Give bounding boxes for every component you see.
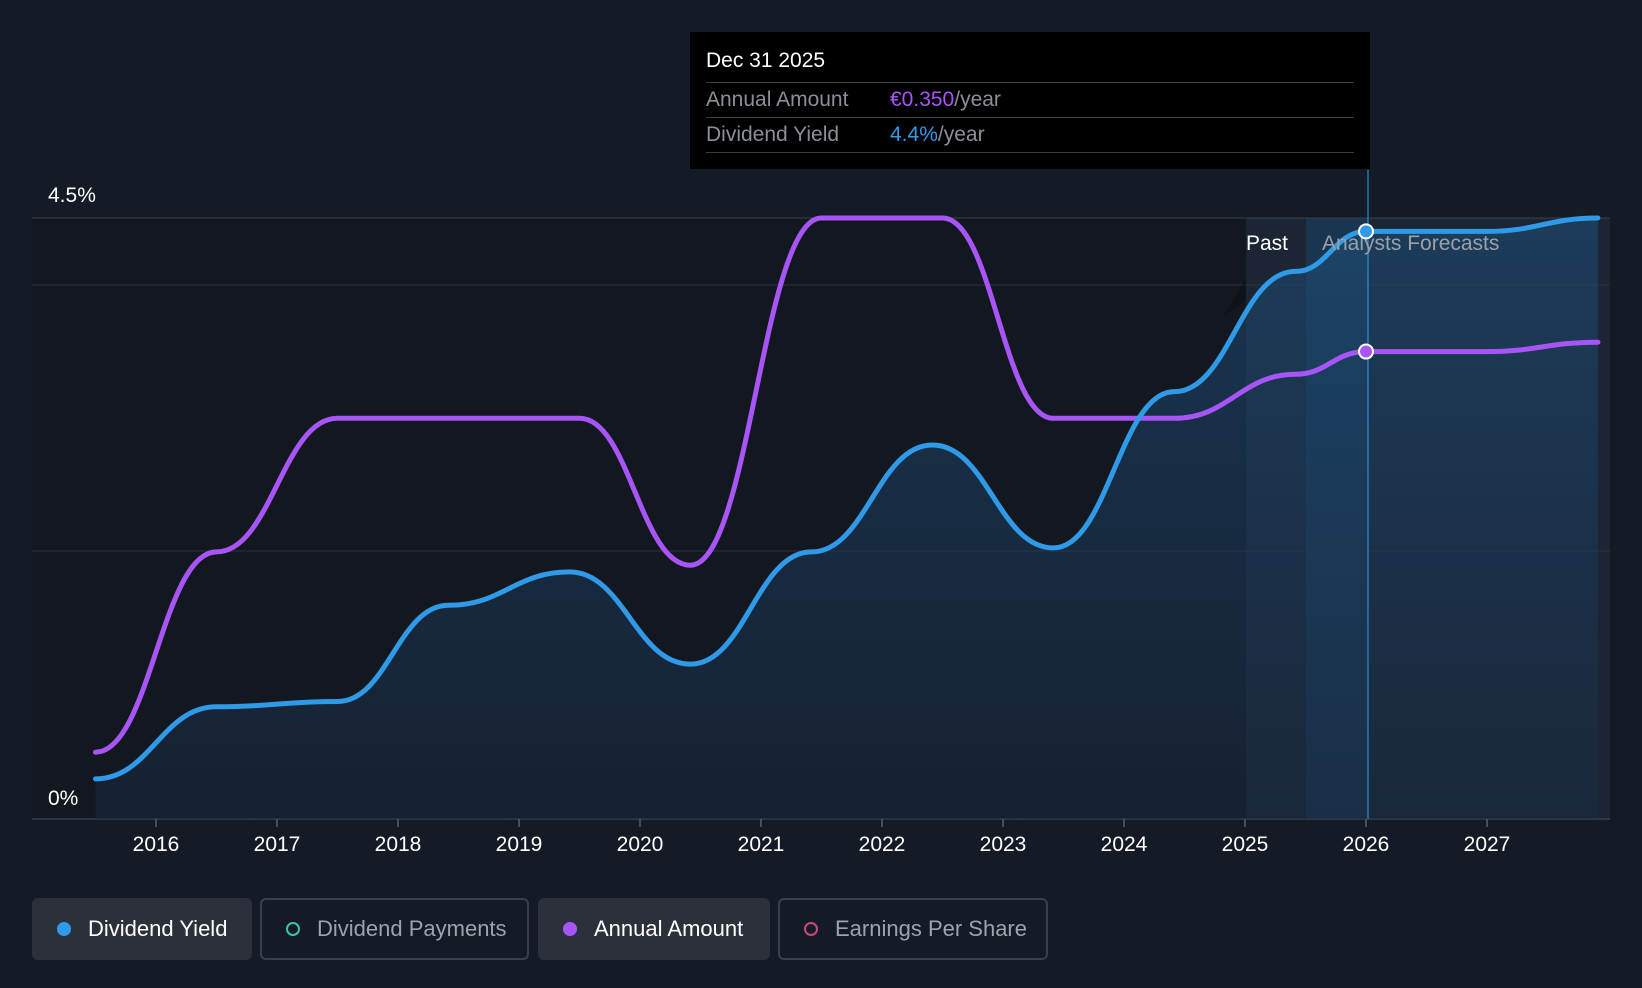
legend-annual-amount[interactable]: Annual Amount — [538, 898, 770, 960]
annual-amount-line — [93, 215, 1601, 755]
y-axis: 0% 4.5% — [48, 184, 96, 810]
dividend-yield-marker — [1358, 223, 1374, 240]
x-tick-label: 2024 — [1101, 833, 1148, 856]
past-fade — [1222, 268, 1246, 318]
x-tick-label: 2026 — [1343, 833, 1390, 856]
x-tick-label: 2019 — [496, 833, 543, 856]
tooltip-suffix: /year — [937, 123, 985, 146]
tooltip-row-dividend-yield: Dividend Yield 4.4%/year — [706, 117, 1354, 153]
legend-earnings-per-share[interactable]: Earnings Per Share — [778, 898, 1048, 960]
legend-dividend-payments[interactable]: Dividend Payments — [260, 898, 529, 960]
y-tick-label: 4.5% — [48, 184, 96, 207]
forecast-label: Analysts Forecasts — [1322, 232, 1499, 255]
hollow-dot-icon — [804, 922, 818, 936]
x-tick-label: 2023 — [980, 833, 1027, 856]
y-tick-label: 0% — [48, 787, 78, 810]
x-tick-label: 2017 — [254, 833, 301, 856]
legend-label: Annual Amount — [594, 916, 744, 941]
tooltip-date: Dec 31 2025 — [706, 49, 826, 72]
legend-label: Earnings Per Share — [835, 916, 1027, 941]
x-tick-label: 2020 — [617, 833, 664, 856]
annual-amount-marker — [1358, 343, 1374, 360]
past-label: Past — [1246, 232, 1288, 255]
x-tick-label: 2022 — [859, 833, 906, 856]
x-tick-label: 2025 — [1222, 833, 1269, 856]
tooltip-value: €0.350 — [890, 88, 955, 111]
legend-label: Dividend Yield — [88, 916, 228, 941]
legend-dividend-yield[interactable]: Dividend Yield — [32, 898, 252, 960]
filled-dot-icon — [563, 922, 577, 936]
x-tick-label: 2027 — [1464, 833, 1511, 856]
tooltip-label: Annual Amount — [706, 88, 849, 111]
x-tick-label: 2016 — [133, 833, 180, 856]
x-tick-label: 2021 — [738, 833, 785, 856]
tooltip-label: Dividend Yield — [706, 123, 840, 146]
legend-label: Dividend Payments — [317, 916, 507, 941]
tooltip-value: 4.4% — [890, 123, 938, 146]
x-axis: 2016 2017 2018 2019 2020 2021 2022 2023 2024 2025… — [133, 819, 1511, 856]
filled-dot-icon — [57, 922, 71, 936]
dividend-yield-line — [93, 215, 1601, 782]
hollow-dot-icon — [286, 922, 300, 936]
tooltip-row-annual-amount: Annual Amount €0.350/year — [706, 82, 1354, 117]
tooltip: Dec 31 2025 Annual Amount €0.350/year Div… — [690, 32, 1370, 169]
dividend-yield-area — [95, 218, 1598, 819]
x-tick-label: 2018 — [375, 833, 422, 856]
tooltip-suffix: /year — [954, 88, 1001, 111]
